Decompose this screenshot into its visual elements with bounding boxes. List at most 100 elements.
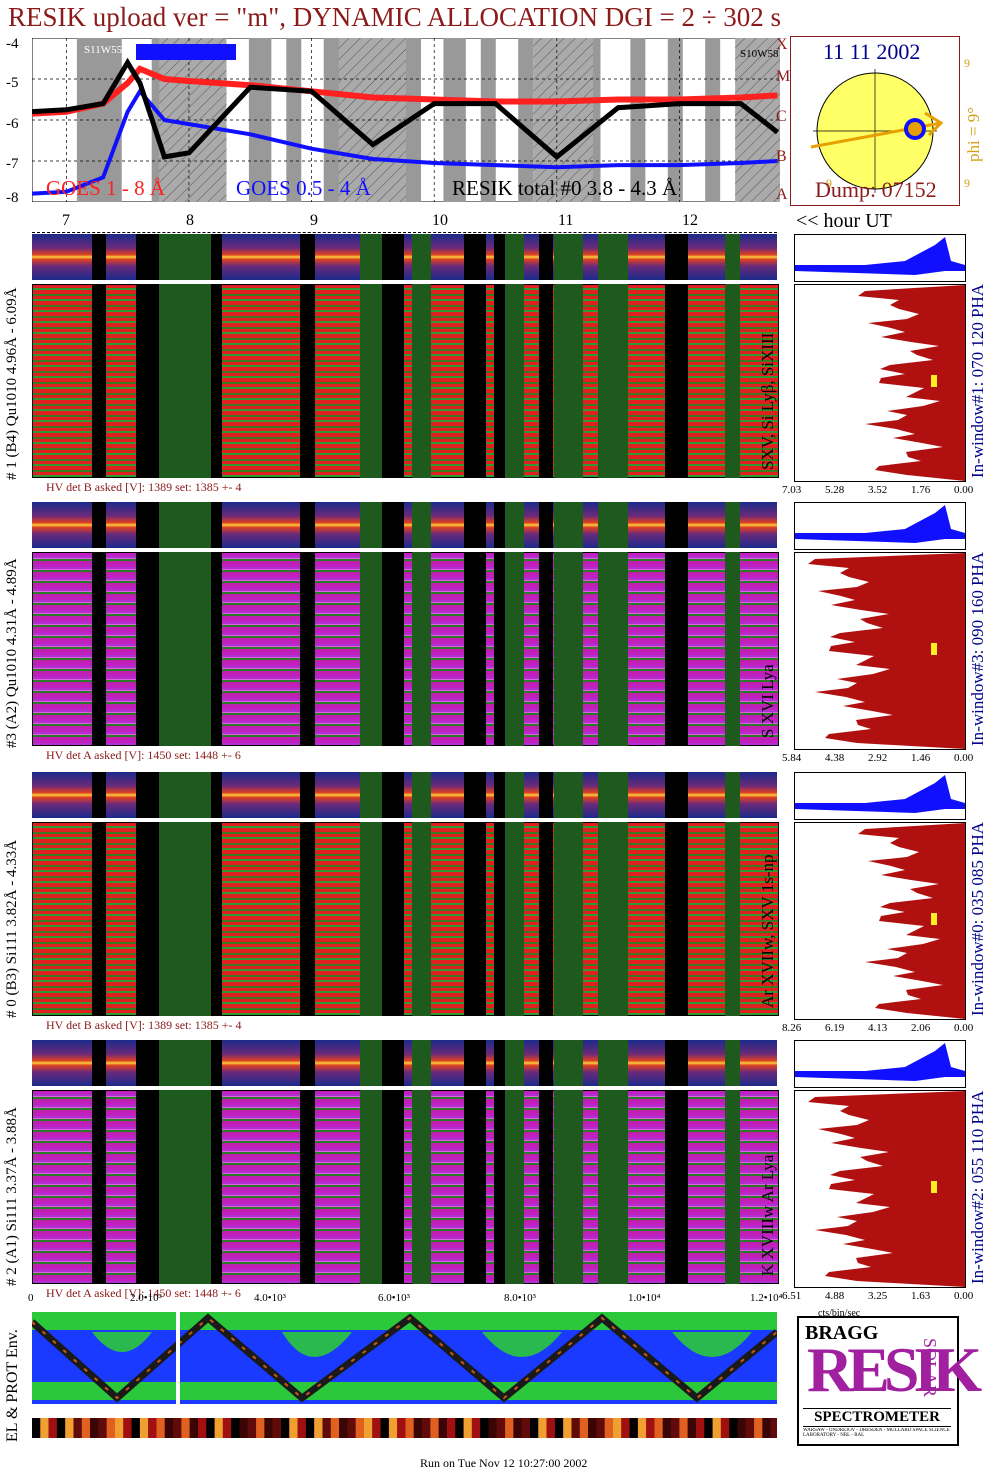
data-gap-column	[300, 1040, 316, 1086]
footer-text: Run on Tue Nov 12 10:27:00 2002	[420, 1456, 588, 1470]
env-strip-cell	[181, 1418, 190, 1438]
data-gap-column	[538, 552, 554, 746]
env-strip-cell	[40, 1418, 49, 1438]
data-gap-column	[359, 284, 383, 478]
data-gap-column	[724, 772, 740, 818]
data-gap-column	[665, 284, 688, 478]
hist-unit-label: cts/bin/sec	[818, 1308, 861, 1319]
flare-class-b: B	[776, 148, 787, 165]
panel-right-label: In-window#3: 090 160 PHA	[968, 551, 987, 746]
spectrum-histogram-canvas	[858, 823, 965, 1019]
goes-blue-line	[32, 87, 778, 196]
seconds-tick: 2.0•10³	[130, 1292, 162, 1304]
env-strip-cell	[770, 1418, 777, 1438]
env-strip-cell	[65, 1418, 74, 1438]
pha-histogram-canvas	[795, 505, 965, 543]
data-gap-column	[91, 502, 107, 548]
hour-tick: 8	[186, 212, 194, 229]
data-gap-column	[553, 772, 584, 818]
data-gap-column	[464, 284, 487, 478]
env-strip-cell	[696, 1418, 705, 1438]
data-gap-column	[665, 502, 688, 548]
data-gap-column	[493, 234, 506, 280]
env-strip-cell	[272, 1418, 281, 1438]
hist-tick: 0.00	[954, 1022, 974, 1034]
spectrum-histogram	[794, 284, 966, 482]
seconds-tick: 6.0•10³	[378, 1292, 410, 1304]
data-gap-column	[300, 772, 316, 818]
panel-line-label: S XVI Lya	[758, 664, 777, 738]
data-gap-column	[411, 284, 431, 478]
goes-ytick: -8	[6, 190, 19, 206]
goes-top-bar	[136, 44, 236, 60]
resik-logo: BRAGG RESIK SOLAR SPECTROMETER WARSAW - …	[797, 1316, 982, 1446]
data-gap-column	[359, 1090, 383, 1284]
hist-tick: 3.25	[868, 1290, 888, 1302]
data-gap-column	[665, 234, 688, 280]
env-strip-cell	[430, 1418, 439, 1438]
data-gap-column	[136, 772, 159, 818]
env-strip-cell	[447, 1418, 456, 1438]
data-gap-column	[598, 234, 628, 280]
env-strip-cell	[637, 1418, 647, 1438]
data-gap-column	[91, 284, 107, 478]
data-gap-column	[464, 552, 487, 746]
data-gap-column	[158, 822, 211, 1016]
data-gap-column	[411, 772, 431, 818]
env-strip-cell	[704, 1418, 713, 1438]
data-gap-column	[538, 502, 554, 548]
data-gap-column	[411, 234, 431, 280]
spectrogram-panel: # 0 (B3) Si111 3.82Å - 4.33Å Ar XVIIw, SX…	[0, 770, 1004, 1040]
env-strip-cell	[413, 1418, 423, 1438]
env-strip-cell	[679, 1418, 688, 1438]
env-strip-cell	[720, 1418, 730, 1438]
goes-ytick: -5	[6, 75, 19, 91]
hist-tick: 0.00	[954, 1290, 974, 1302]
env-strip-cell	[314, 1418, 323, 1438]
env-strip-cell	[81, 1418, 91, 1438]
data-gap-column	[359, 1040, 383, 1086]
resik-total-line	[32, 57, 780, 161]
hour-tick: 10	[432, 212, 448, 229]
env-strip-cell	[571, 1418, 580, 1438]
hist-tick: 1.63	[911, 1290, 931, 1302]
env-strip-cell	[305, 1418, 315, 1438]
data-gap-column	[505, 1040, 524, 1086]
spectrum-histogram	[794, 822, 966, 1020]
panel-left-label: #3 (A2) Qu1010 4.31Å - 4.89Å	[4, 558, 20, 748]
sun-panel: 11 11 2002 Dump: 07152	[790, 36, 960, 206]
env-strip-cell	[32, 1418, 41, 1438]
data-gap-column	[158, 502, 211, 548]
goes-canvas	[32, 38, 780, 202]
data-gap-column	[538, 772, 554, 818]
logo-big: RESIK	[807, 1334, 982, 1405]
data-gap-column	[505, 1090, 524, 1284]
env-strip-cell	[646, 1418, 655, 1438]
data-gap-column	[505, 234, 524, 280]
seconds-tick: 1.0•10⁴	[628, 1292, 661, 1304]
logo-bragg: BRAGG	[805, 1322, 879, 1344]
hv-status: HV det B asked [V]: 1389 set: 1385 +- 4	[46, 480, 242, 494]
hist-tick: 8.26	[782, 1022, 802, 1034]
spectrogram-panel: # 2 (A1) Si111 3.37Å - 3.88Å K XVIIIw Ar …	[0, 1038, 1004, 1308]
env-strip-cell	[347, 1418, 356, 1438]
flare-class-c: C	[776, 108, 787, 125]
data-gap-column	[553, 822, 584, 1016]
data-gap-column	[210, 1040, 222, 1086]
env-strip-cell	[148, 1418, 157, 1438]
data-gap-column	[136, 1040, 159, 1086]
hist-tick: 5.84	[782, 752, 802, 764]
data-gap-column	[136, 1090, 159, 1284]
data-gap-column	[724, 1090, 740, 1284]
logo-solar: SOLAR	[920, 1338, 940, 1398]
data-gap-column	[359, 822, 383, 1016]
data-gap-column	[158, 284, 211, 478]
data-gap-column	[210, 822, 222, 1016]
data-gap-column	[158, 772, 211, 818]
data-gap-column	[493, 1040, 506, 1086]
goes-legend-red: GOES 1 - 8 Å	[46, 176, 165, 200]
data-gap-column	[505, 552, 524, 746]
hv-status: HV det A asked [V]: 1450 set: 1448 +- 6	[46, 748, 241, 762]
env-strip-cell	[604, 1418, 613, 1438]
data-gap-column	[158, 1090, 211, 1284]
